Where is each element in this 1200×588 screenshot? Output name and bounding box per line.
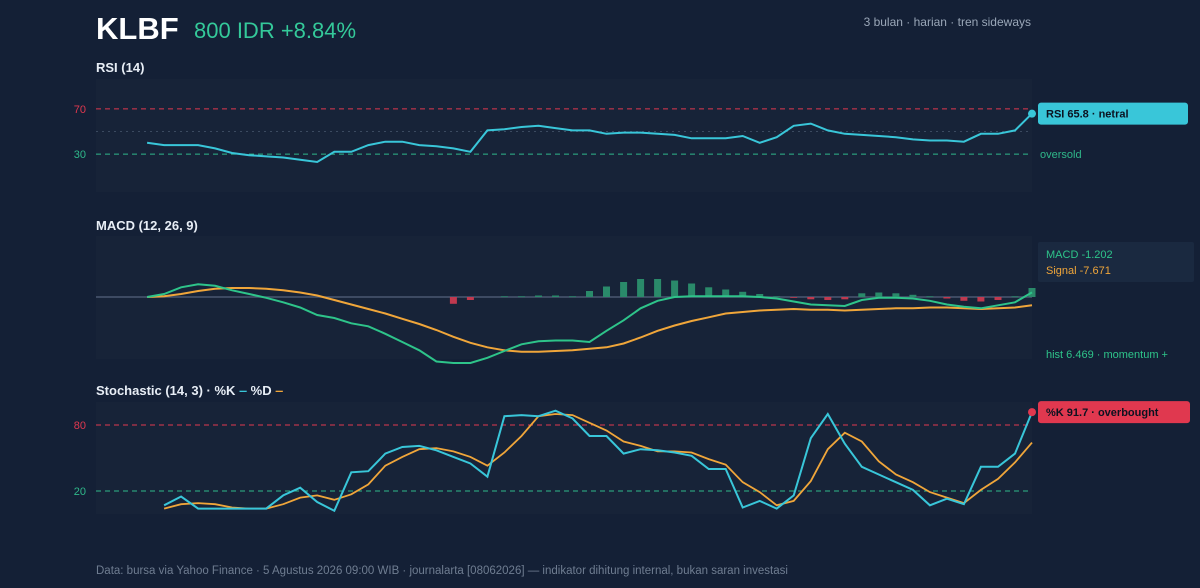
macd-hist-bar [603, 286, 610, 297]
rsi-panel-bg [96, 79, 1032, 192]
stoch-last-point [1028, 408, 1036, 417]
macd-hist-bar [586, 291, 593, 297]
macd-hist-bar [1011, 296, 1019, 298]
macd-hist-bar [535, 295, 542, 297]
macd-hist-bar [637, 279, 645, 297]
macd-hist-bar [943, 297, 951, 299]
macd-hist-bar [500, 296, 508, 298]
macd-hist-bar [688, 283, 696, 297]
macd-line [146, 283, 1033, 364]
macd-hist-bar [620, 282, 628, 297]
stoch-badge [1038, 401, 1190, 424]
stoch-panel-bg [96, 402, 1032, 514]
macd-hist-bar [841, 297, 849, 300]
price-change: 800 IDR +8.84% [194, 18, 356, 43]
macd-hist-bar [773, 296, 781, 298]
macd-hist-bar [552, 295, 559, 297]
macd-hist-bar [994, 297, 1002, 300]
stoch-badge-label: %K 91.7 · overbought [1046, 407, 1159, 419]
macd-hist-bar [654, 279, 662, 297]
macd-hist-bar [824, 297, 832, 300]
macd-legend-box [1038, 242, 1194, 282]
macd-hist-bar [875, 292, 883, 297]
macd-panel-title: MACD (12, 26, 9) [96, 218, 198, 233]
stoch-tick-80: 80 [74, 420, 86, 432]
rsi-tick-30: 30 [74, 149, 86, 161]
macd-hist-bar [671, 280, 679, 297]
macd-hist-bar [858, 293, 866, 298]
stoch-k-legend-swatch: ‒ [238, 383, 247, 398]
stoch-d-legend-swatch: ‒ [275, 383, 284, 398]
rsi-line [146, 112, 1033, 164]
macd-hist-bar [739, 291, 747, 298]
stoch-d-legend-label: %D [251, 383, 272, 398]
chart-meta: 3 bulan · harian · tren sideways [864, 15, 1031, 29]
signal-line [147, 287, 1033, 353]
macd-hist-bar [960, 297, 968, 301]
hist-legend-value: hist 6.469 · momentum + [1046, 349, 1168, 361]
macd-hist-bar [756, 294, 764, 297]
macd-hist-bar [807, 297, 815, 300]
macd-hist-bar [892, 293, 900, 298]
stoch-tick-20: 20 [74, 486, 86, 498]
stoch-d-line [163, 413, 1033, 510]
macd-hist-bar [909, 294, 917, 298]
rsi-tick-70: 70 [74, 104, 86, 116]
macd-hist-bar [518, 296, 525, 298]
macd-hist-bar [977, 297, 985, 302]
oversold-label: oversold [1040, 149, 1082, 161]
rsi-last-point [1028, 109, 1036, 118]
ticker-symbol: KLBF [96, 11, 179, 46]
stoch-title-text: Stochastic (14, 3) · %K [96, 383, 236, 398]
stoch-panel-title: Stochastic (14, 3) · %K ‒ %D ‒ [96, 383, 284, 398]
macd-hist-bar [722, 289, 730, 297]
stoch-k-line [163, 409, 1033, 513]
macd-hist-bar [790, 297, 798, 298]
signal-legend-value: Signal -7.671 [1046, 265, 1111, 277]
rsi-badge-label: RSI 65.8 · netral [1046, 109, 1129, 121]
rsi-badge [1038, 102, 1188, 125]
macd-hist-bar [926, 296, 934, 298]
macd-hist-bar [569, 296, 576, 298]
footer-source: Data: bursa via Yahoo Finance · 5 Agustu… [96, 565, 788, 577]
rsi-panel-title: RSI (14) [96, 60, 144, 75]
macd-hist-bar [705, 287, 713, 298]
macd-hist-bar [449, 297, 457, 304]
macd-legend-value: MACD -1.202 [1046, 249, 1113, 261]
macd-hist-bar [466, 297, 474, 300]
